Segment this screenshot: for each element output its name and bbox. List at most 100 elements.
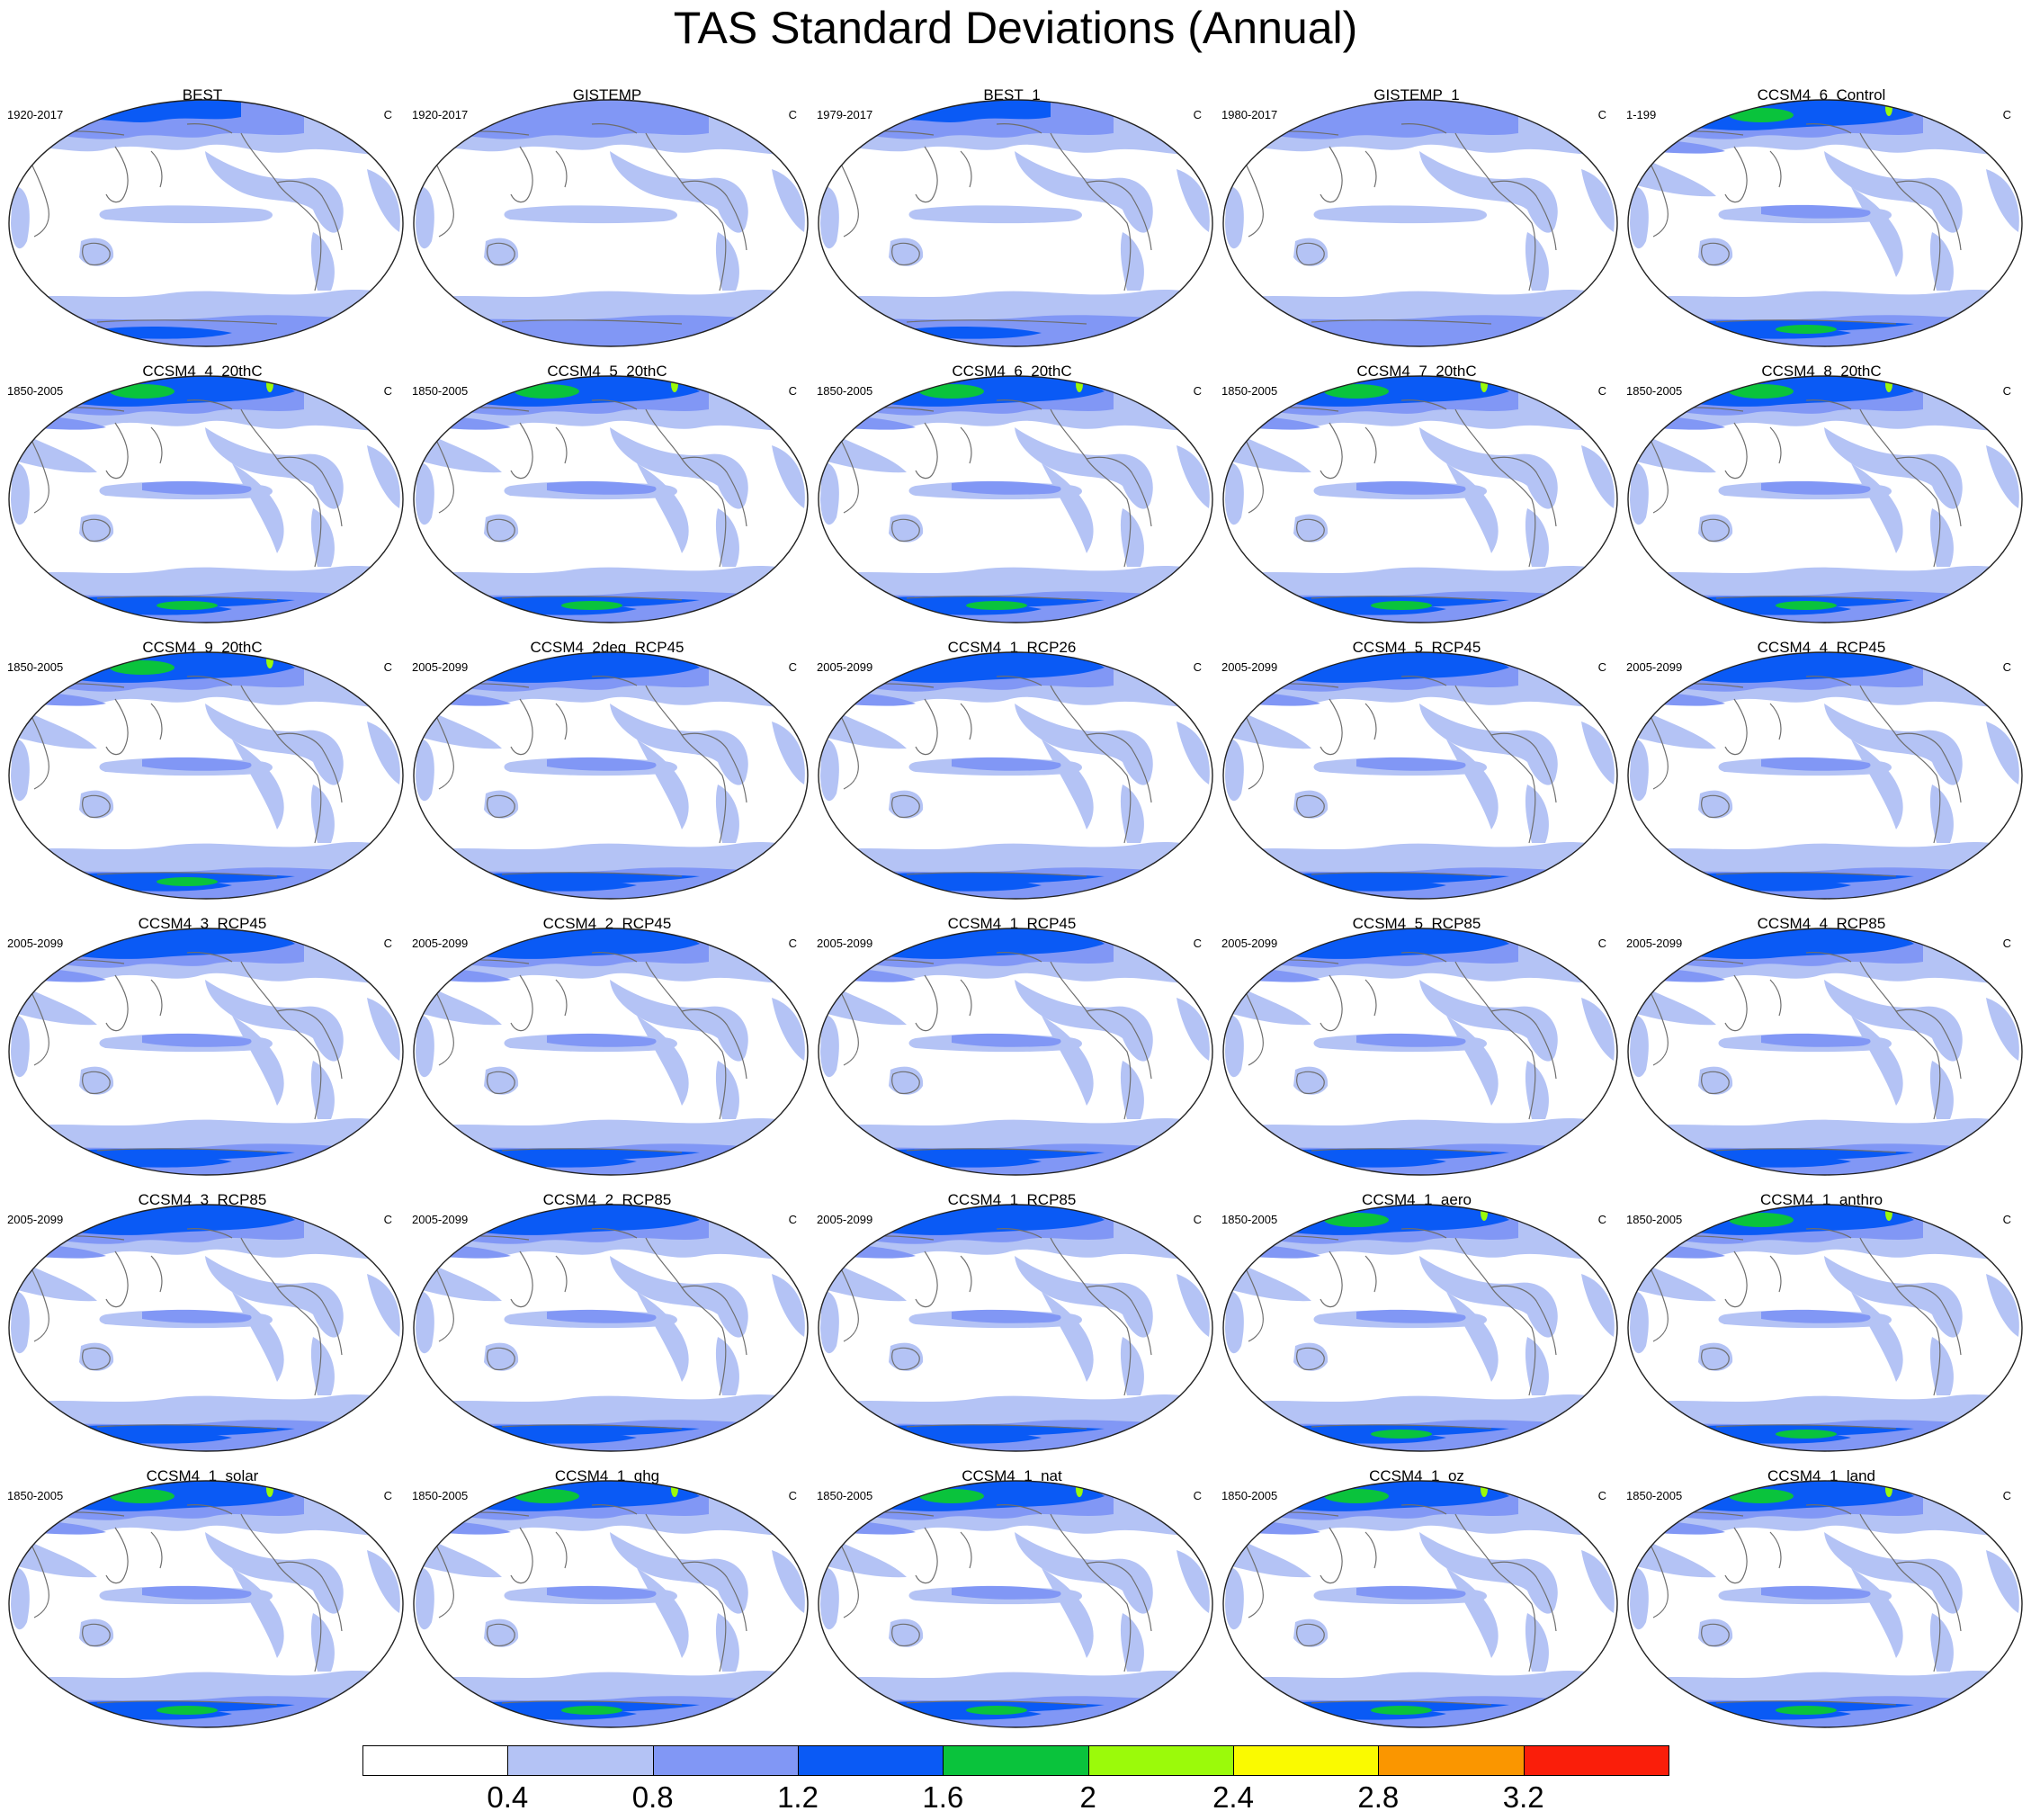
colorbar-tick-label: 0.4	[487, 1780, 529, 1814]
panel-unit: C	[1193, 1489, 1202, 1502]
panel-period: 1850-2005	[412, 1489, 469, 1502]
world-map	[818, 651, 1213, 900]
panel-grid: BEST 1920-2017 C GISTEMP 1920-2017 C BEST_1 197…	[0, 76, 2031, 1731]
map-panel: BEST 1920-2017 C	[0, 76, 405, 351]
map-panel: CCSM4_3_RCP45 2005-2099 C	[0, 904, 405, 1179]
colorbar-tick-label: 1.6	[922, 1780, 964, 1814]
map-panel: CCSM4_5_RCP45 2005-2099 C	[1214, 628, 1619, 903]
panel-unit: C	[2002, 1489, 2011, 1502]
map-panel: CCSM4_7_20thC 1850-2005 C	[1214, 352, 1619, 627]
panel-period: 1850-2005	[412, 384, 469, 398]
map-panel: CCSM4_4_RCP85 2005-2099 C	[1619, 904, 2024, 1179]
panel-unit: C	[788, 384, 797, 398]
panel-title: CCSM4_1_land	[1767, 1467, 1875, 1484]
map-panel: CCSM4_1_land 1850-2005 C	[1619, 1457, 2024, 1732]
world-map	[413, 1204, 809, 1452]
panel-unit: C	[2002, 108, 2011, 121]
panel-unit: C	[383, 384, 392, 398]
panel-period: 2005-2099	[7, 937, 64, 950]
world-map	[413, 651, 809, 900]
world-map	[1222, 1480, 1618, 1728]
colorbar-swatch	[1233, 1745, 1380, 1776]
colorbar-tick-label: 0.8	[631, 1780, 674, 1814]
panel-unit: C	[1597, 937, 1606, 950]
panel-title: CCSM4_3_RCP45	[138, 915, 267, 932]
colorbar-tick-label: 3.2	[1502, 1780, 1544, 1814]
panel-title: CCSM4_1_solar	[146, 1467, 259, 1484]
world-map	[818, 99, 1213, 347]
panel-unit: C	[1597, 660, 1606, 674]
panel-title: CCSM4_6_Control	[1757, 86, 1886, 103]
panel-period: 2005-2099	[412, 1213, 469, 1226]
world-map	[818, 1204, 1213, 1452]
panel-title: CCSM4_1_anthro	[1759, 1191, 1883, 1208]
panel-unit: C	[383, 1489, 392, 1502]
panel-title: CCSM4_1_RCP85	[947, 1191, 1077, 1208]
panel-period: 1850-2005	[817, 384, 873, 398]
map-panel: GISTEMP 1920-2017 C	[405, 76, 810, 351]
map-panel: CCSM4_5_20thC 1850-2005 C	[405, 352, 810, 627]
world-map	[413, 99, 809, 347]
world-map	[8, 99, 404, 347]
colorbar-tick-label: 2.4	[1212, 1780, 1254, 1814]
panel-title: CCSM4_4_RCP45	[1757, 639, 1886, 656]
panel-period: 1850-2005	[1626, 384, 1683, 398]
map-panel: CCSM4_1_RCP45 2005-2099 C	[810, 904, 1214, 1179]
panel-period: 1850-2005	[7, 1489, 64, 1502]
world-map	[8, 651, 404, 900]
panel-period: 1920-2017	[412, 108, 469, 121]
world-map	[413, 1480, 809, 1728]
panel-unit: C	[788, 1213, 797, 1226]
panel-unit: C	[1193, 937, 1202, 950]
world-map	[8, 928, 404, 1176]
panel-period: 1850-2005	[7, 660, 64, 674]
panel-period: 1850-2005	[817, 1489, 873, 1502]
panel-unit: C	[1597, 1213, 1606, 1226]
map-panel: CCSM4_6_Control 1-199 C	[1619, 76, 2024, 351]
panel-unit: C	[383, 1213, 392, 1226]
panel-unit: C	[788, 108, 797, 121]
panel-period: 1850-2005	[1626, 1213, 1683, 1226]
map-panel: CCSM4_1_ghg 1850-2005 C	[405, 1457, 810, 1732]
panel-title: CCSM4_2_RCP85	[542, 1191, 672, 1208]
panel-title: CCSM4_4_20thC	[142, 363, 263, 380]
panel-title: CCSM4_2deg_RCP45	[530, 639, 684, 656]
map-panel: CCSM4_1_solar 1850-2005 C	[0, 1457, 405, 1732]
world-map	[1627, 1480, 2023, 1728]
panel-title: CCSM4_1_RCP45	[947, 915, 1077, 932]
panel-period: 1850-2005	[7, 384, 64, 398]
panel-period: 1979-2017	[817, 108, 873, 121]
panel-title: CCSM4_6_20thC	[952, 363, 1072, 380]
panel-title: CCSM4_8_20thC	[1761, 363, 1882, 380]
world-map	[1222, 1204, 1618, 1452]
panel-period: 1980-2017	[1221, 108, 1278, 121]
panel-period: 2005-2099	[412, 660, 469, 674]
panel-unit: C	[1597, 108, 1606, 121]
world-map	[818, 1480, 1213, 1728]
panel-unit: C	[1597, 1489, 1606, 1502]
panel-unit: C	[2002, 937, 2011, 950]
panel-period: 2005-2099	[1221, 660, 1278, 674]
world-map	[8, 1480, 404, 1728]
panel-unit: C	[788, 1489, 797, 1502]
panel-unit: C	[383, 660, 392, 674]
panel-unit: C	[1193, 384, 1202, 398]
panel-title: GISTEMP	[572, 86, 642, 103]
panel-title: CCSM4_1_RCP26	[947, 639, 1077, 656]
map-panel: CCSM4_6_20thC 1850-2005 C	[810, 352, 1214, 627]
panel-title: BEST_1	[983, 86, 1041, 103]
world-map	[818, 928, 1213, 1176]
colorbar	[362, 1745, 1669, 1776]
map-panel: GISTEMP_1 1980-2017 C	[1214, 76, 1619, 351]
panel-period: 1850-2005	[1221, 1489, 1278, 1502]
panel-title: CCSM4_1_aero	[1362, 1191, 1472, 1208]
map-panel: CCSM4_8_20thC 1850-2005 C	[1619, 352, 2024, 627]
panel-period: 2005-2099	[817, 1213, 873, 1226]
map-panel: CCSM4_4_RCP45 2005-2099 C	[1619, 628, 2024, 903]
panel-unit: C	[1193, 1213, 1202, 1226]
world-map	[1627, 99, 2023, 347]
panel-title: CCSM4_1_oz	[1369, 1467, 1464, 1484]
panel-title: GISTEMP_1	[1373, 86, 1460, 103]
world-map	[413, 375, 809, 623]
colorbar-swatch	[1523, 1745, 1669, 1776]
